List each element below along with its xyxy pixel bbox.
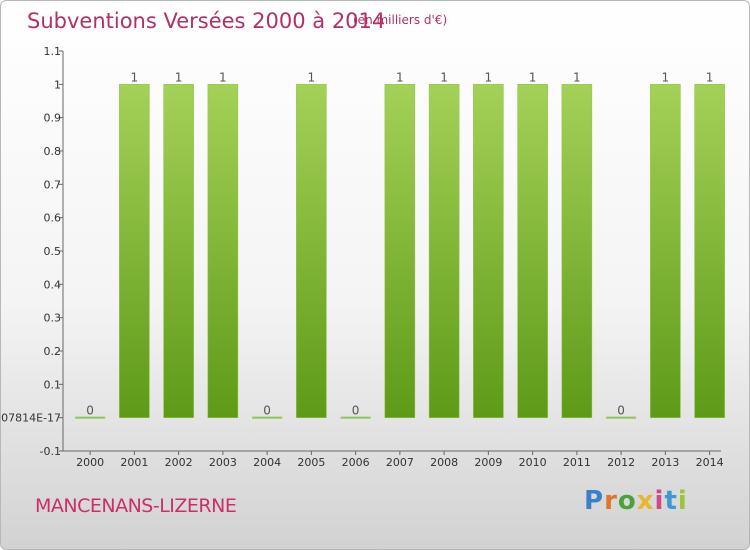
y-tick-label: 0.9 [44, 112, 62, 125]
y-tick-label: 1.1 [44, 45, 62, 58]
x-tick-label: 2001 [120, 456, 148, 469]
x-tick-label: 2008 [430, 456, 458, 469]
y-tick-label: 0.5 [44, 245, 62, 258]
bar [517, 84, 548, 418]
bar [650, 84, 681, 418]
y-tick-label: -0.1 [40, 445, 61, 458]
commune-name: MANCENANS-LIZERNE [35, 495, 237, 517]
data-label: 0 [352, 404, 360, 418]
x-tick-label: 2007 [386, 456, 414, 469]
data-label: 1 [440, 70, 448, 84]
data-label: 0 [86, 404, 94, 418]
data-label: 1 [219, 70, 227, 84]
x-tick-label: 2013 [651, 456, 679, 469]
data-label: 1 [485, 70, 493, 84]
x-tick-label: 2003 [209, 456, 237, 469]
y-tick-label: 0.1 [44, 378, 62, 391]
bar [296, 84, 327, 418]
bars-layer [75, 84, 725, 419]
data-label: 0 [263, 404, 271, 418]
bar [252, 416, 283, 419]
data-label: 1 [529, 70, 537, 84]
data-label: 1 [573, 70, 581, 84]
axes-layer: 1.1 1 0.9 0.8 0.7 0.6 0.5 0.4 0.3 0.2 0.1 1.3877787… [1, 45, 721, 458]
y-tick-label: 1.3877787807814E-17 [1, 412, 61, 425]
x-tick-label: 2009 [474, 456, 502, 469]
y-tick-label: 0.4 [44, 278, 62, 291]
y-tick-label: 0.8 [44, 145, 62, 158]
y-tick-label: 0.2 [44, 345, 62, 358]
data-label: 1 [308, 70, 316, 84]
y-tick-label: 0.3 [44, 312, 62, 325]
bar [428, 84, 460, 418]
y-tick-label: 1 [54, 78, 61, 91]
bar [561, 84, 593, 418]
x-tick-label: 2010 [519, 456, 547, 469]
x-tick-label: 2006 [342, 456, 370, 469]
y-tick-label: 0.7 [44, 178, 62, 191]
bar [75, 416, 106, 419]
x-tick-label: 2011 [563, 456, 591, 469]
data-label: 0 [617, 404, 625, 418]
x-tick-label: 2004 [253, 456, 281, 469]
bar [473, 84, 504, 418]
labels-layer: 2000 0 2001 1 2002 1 2003 1 2004 0 2005 1 2006 0 2007 1… [76, 70, 724, 469]
x-tick-label: 2002 [165, 456, 193, 469]
unit-note: (en milliers d'€) [353, 13, 448, 27]
bar [119, 84, 150, 418]
data-label: 1 [175, 70, 183, 84]
data-label: 1 [662, 70, 670, 84]
bar [163, 84, 194, 418]
data-label: 1 [396, 70, 404, 84]
bar [694, 84, 725, 418]
x-tick-label: 2000 [76, 456, 104, 469]
proxiti-logo: Proxiti [584, 486, 688, 516]
x-tick-label: 2005 [297, 456, 325, 469]
bar [340, 416, 371, 419]
y-tick-label: 0.6 [44, 212, 62, 225]
bar [606, 416, 637, 419]
x-tick-label: 2012 [607, 456, 635, 469]
chart-title: Subventions Versées 2000 à 2014 [27, 9, 386, 33]
data-label: 1 [706, 70, 714, 84]
bar [384, 84, 416, 418]
data-label: 1 [131, 70, 139, 84]
x-tick-label: 2014 [696, 456, 724, 469]
bar [207, 84, 239, 418]
